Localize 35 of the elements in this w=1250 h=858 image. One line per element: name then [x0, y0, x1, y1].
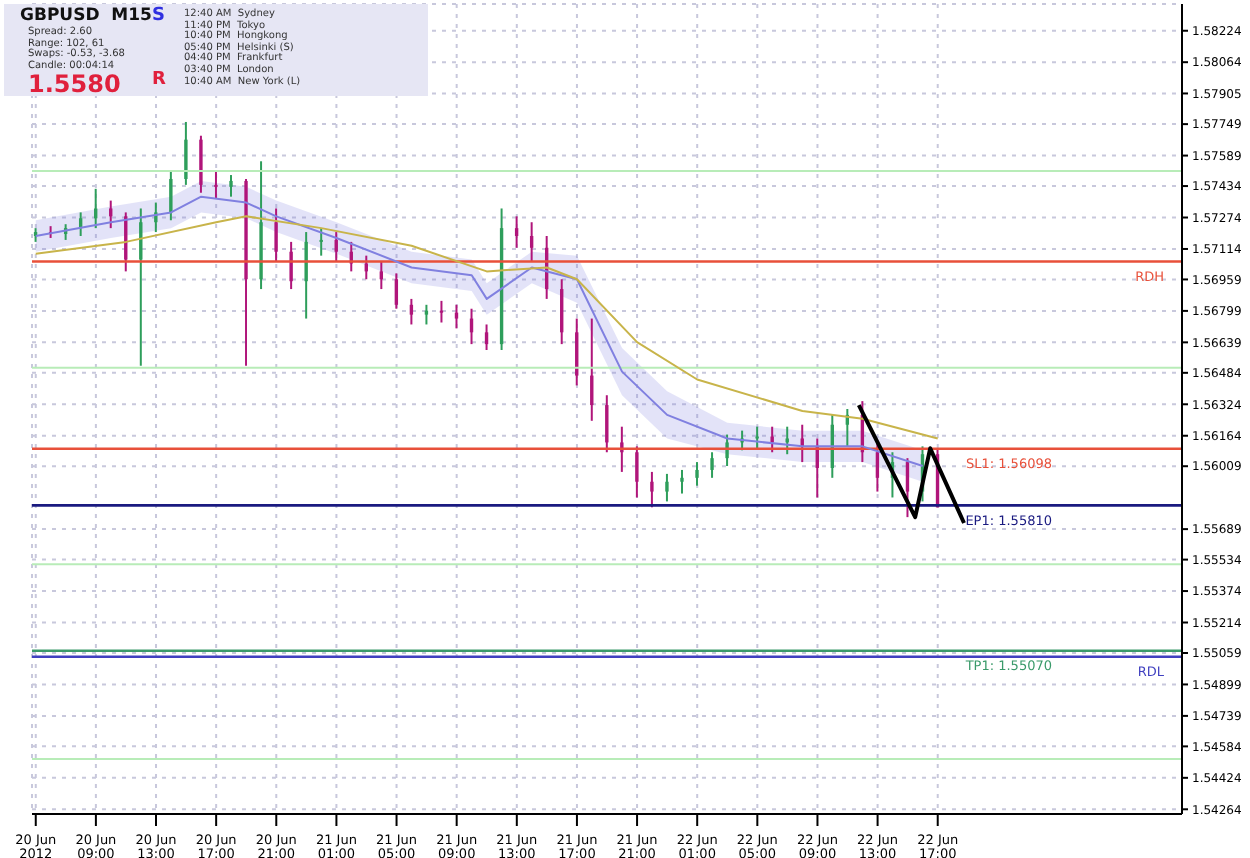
candlestick: [274, 207, 278, 263]
candlestick: [484, 323, 489, 352]
annotation: S: [152, 6, 165, 26]
candlestick: [635, 445, 639, 499]
candlestick: [785, 425, 789, 456]
candlestick: [94, 187, 98, 230]
candlestick: [650, 470, 654, 509]
candlestick: [905, 457, 910, 519]
candlestick: [199, 134, 203, 194]
candlestick: [770, 425, 774, 454]
candlestick: [665, 472, 669, 503]
candlestick: [695, 461, 699, 487]
candlestick: [409, 297, 414, 326]
candlestick: [424, 303, 429, 326]
candlestick: [289, 240, 293, 291]
candlestick: [725, 433, 729, 468]
candlestick: [214, 170, 218, 200]
candlestick: [529, 221, 534, 263]
candlestick: [169, 170, 173, 222]
candlestick: [334, 231, 338, 263]
candlestick: [229, 174, 233, 198]
candlestick: [710, 451, 714, 479]
candlestick: [755, 425, 759, 450]
candlestick: [394, 272, 399, 310]
line-series: [856, 403, 967, 526]
annotation: GBPUSD M15: [20, 6, 152, 26]
candlestick: [454, 303, 459, 330]
candlestick: [304, 231, 308, 320]
candlestick: [875, 441, 880, 493]
candlestick: [184, 120, 188, 186]
annotation: 1.5580: [28, 70, 121, 98]
candlestick: [605, 394, 609, 454]
candlestick: [154, 201, 158, 234]
candlestick: [680, 468, 684, 495]
annotation: R: [152, 70, 166, 90]
